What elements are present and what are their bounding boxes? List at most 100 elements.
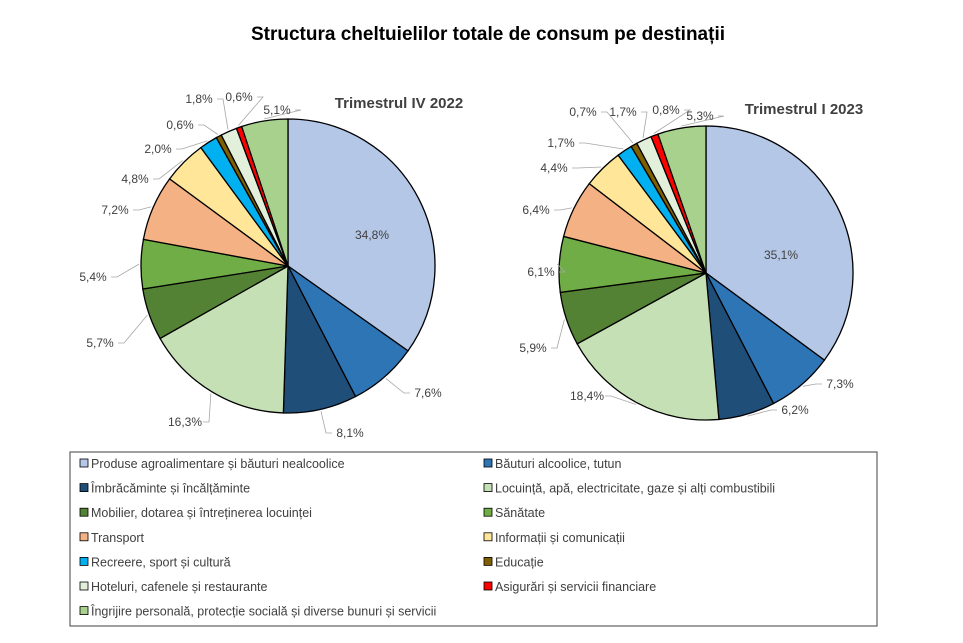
pie-slice-produse-agroalimentare-si-bauturi-nealco: [705, 125, 854, 362]
chart-title: Structura cheltuielilor totale de consum…: [251, 24, 725, 45]
legend-label: Locuință, apă, electricitate, gaze și al…: [495, 482, 775, 496]
data-label-imbracaminte-si-incaltaminte: 8,1%: [336, 426, 364, 440]
legend-label: Hoteluri, cafenele și restaurante: [91, 580, 268, 594]
legend-swatch: [79, 557, 89, 566]
leader-line-transport: [133, 206, 152, 211]
slices-q1-2023: [558, 125, 854, 421]
data-label-produse-agroalimentare-si-bauturi-nealco: 34,8%: [355, 228, 389, 242]
legend-swatch: [483, 458, 493, 468]
leader-line-recreere-sport-si-cultura: [579, 142, 624, 150]
data-label-recreere-sport-si-cultura: 2,0%: [144, 142, 172, 156]
legend-label: Sănătate: [495, 506, 545, 520]
legend-swatch: [79, 458, 89, 468]
legend-label: Transport: [91, 531, 145, 545]
legend-item-mobilier-dotarea-si-intretinerea-locuint: Mobilier, dotarea și întreținerea locuin…: [79, 506, 312, 520]
data-label-mobilier-dotarea-si-intretinerea-locuint: 5,7%: [86, 336, 114, 350]
legend-item-informatii-si-comunicatii: Informații și comunicații: [483, 531, 625, 545]
legend-swatch: [79, 581, 89, 591]
legend-swatch: [483, 507, 493, 517]
leader-line-bauturi-alcoolice-tutun: [385, 378, 410, 394]
leader-line-bauturi-alcoolice-tutun: [802, 383, 822, 387]
pie-chart-q1-2023: Trimestrul I 2023 35,1% 7,3% 6,2% 18,4% 5,9%…: [519, 101, 863, 421]
data-label-locuinta-apa-electricitate-gaze-si-alti-: 18,4%: [570, 389, 604, 403]
legend-label: Educație: [495, 555, 544, 569]
data-label-informatii-si-comunicatii: 4,4%: [540, 161, 568, 175]
leader-line-locuinta-apa-electricitate-gaze-si-alti-: [605, 395, 637, 405]
legend-swatch: [483, 483, 493, 493]
leader-line-hoteluri-cafenele-si-restaurante: [641, 111, 648, 139]
legend-swatch: [483, 557, 493, 566]
data-labels-q4-2022: 34,8% 7,6% 8,1% 16,3% 5,7% 5,4% 7,2% 4,8% 2,0% 0,…: [79, 90, 442, 440]
leader-line-imbracaminte-si-incaltaminte: [320, 411, 332, 434]
legend-item-educatie: Educație: [483, 555, 544, 569]
legend-item-sanatate: Sănătate: [483, 506, 545, 520]
data-labels-q1-2023: 35,1% 7,3% 6,2% 18,4% 5,9% 6,1% 6,4% 4,4% 1,7% 0,…: [519, 103, 854, 417]
legend-swatch: [79, 507, 89, 517]
legend: Produse agroalimentare și băuturi nealco…: [69, 451, 878, 627]
pie-slice-produse-agroalimentare-si-bauturi-nealco: [287, 118, 436, 352]
data-label-sanatate: 5,4%: [79, 270, 107, 284]
pie-slice-ingrijire-personala-protectie-sociala-si: [657, 125, 707, 274]
data-label-ingrijire-personala-protectie-sociala-si: 5,3%: [686, 109, 714, 123]
pie-slice-ingrijire-personala-protectie-sociala-si: [240, 118, 289, 267]
leader-line-informatii-si-comunicatii: [572, 166, 602, 169]
leader-lines-q1-2023: [551, 109, 822, 417]
legend-label: Mobilier, dotarea și întreținerea locuin…: [91, 506, 312, 520]
leader-line-mobilier-dotarea-si-intretinerea-locuint: [551, 319, 565, 349]
leader-line-hoteluri-cafenele-si-restaurante: [217, 98, 229, 130]
data-label-bauturi-alcoolice-tutun: 7,3%: [826, 377, 854, 391]
legend-item-recreere-sport-si-cultura: Recreere, sport și cultură: [79, 555, 231, 569]
leader-line-asigurari-si-servicii-financiare: [238, 96, 264, 126]
data-label-asigurari-si-servicii-financiare: 0,8%: [652, 103, 680, 117]
leader-line-educatie: [601, 111, 634, 144]
legend-item-produse-agroalimentare-si-bauturi-nealco: Produse agroalimentare și băuturi nealco…: [79, 457, 345, 471]
legend-item-transport: Transport: [79, 531, 145, 545]
data-label-produse-agroalimentare-si-bauturi-nealco: 35,1%: [764, 248, 798, 262]
data-label-sanatate: 6,1%: [527, 265, 555, 279]
legend-item-hoteluri-cafenele-si-restaurante: Hoteluri, cafenele și restaurante: [79, 580, 268, 594]
legend-box: [69, 451, 878, 627]
legend-label: Informații și comunicații: [495, 531, 625, 545]
data-label-hoteluri-cafenele-si-restaurante: 1,7%: [609, 105, 637, 119]
data-label-locuinta-apa-electricitate-gaze-si-alti-: 16,3%: [168, 415, 202, 429]
data-label-transport: 6,4%: [522, 203, 550, 217]
pie-title-q4-2022: Trimestrul IV 2022: [335, 95, 463, 112]
leader-line-transport: [554, 207, 573, 211]
legend-swatch: [483, 532, 493, 542]
data-label-educatie: 0,7%: [569, 105, 597, 119]
data-label-mobilier-dotarea-si-intretinerea-locuint: 5,9%: [519, 341, 547, 355]
legend-label: Recreere, sport și cultură: [91, 555, 231, 569]
leader-line-sanatate: [557, 263, 566, 273]
legend-label: Produse agroalimentare și băuturi nealco…: [91, 457, 345, 471]
legend-swatch: [483, 581, 493, 591]
pie-slice-locuinta-apa-electricitate-gaze-si-alti-: [576, 271, 720, 421]
leader-line-locuinta-apa-electricitate-gaze-si-alti-: [203, 393, 212, 423]
data-label-informatii-si-comunicatii: 4,8%: [121, 172, 149, 186]
legend-swatch: [79, 483, 89, 493]
data-label-imbracaminte-si-incaltaminte: 6,2%: [781, 403, 809, 417]
leader-lines-q4-2022: [111, 96, 410, 434]
legend-label: Băuturi alcoolice, tutun: [495, 457, 622, 471]
pie-title-q1-2023: Trimestrul I 2023: [745, 101, 863, 118]
legend-item-bauturi-alcoolice-tutun: Băuturi alcoolice, tutun: [483, 457, 622, 471]
leader-line-ingrijire-personala-protectie-sociala-si: [681, 115, 725, 127]
leader-line-mobilier-dotarea-si-intretinerea-locuint: [118, 314, 148, 344]
pie-chart-q4-2022: Trimestrul IV 2022 34,8% 7,6% 8,1% 16,3% 5,7…: [79, 90, 463, 440]
legend-label: Îmbrăcăminte și încălțăminte: [90, 481, 250, 496]
legend-item-imbracaminte-si-incaltaminte: Îmbrăcăminte și încălțăminte: [79, 481, 250, 496]
leader-line-sanatate: [111, 263, 140, 278]
legend-label: Asigurări și servicii financiare: [495, 580, 656, 594]
data-label-hoteluri-cafenele-si-restaurante: 1,8%: [185, 92, 213, 106]
legend-swatch: [79, 606, 89, 615]
data-label-educatie: 0,6%: [166, 118, 194, 132]
legend-item-ingrijire-personala-protectie-sociala-si: Îngrijire personală, protecție socială ș…: [79, 604, 436, 619]
legend-item-locuinta-apa-electricitate-gaze-si-alti-: Locuință, apă, electricitate, gaze și al…: [483, 482, 775, 496]
data-label-ingrijire-personala-protectie-sociala-si: 5,1%: [263, 103, 291, 117]
leader-line-ingrijire-personala-protectie-sociala-si: [264, 109, 302, 120]
legend-item-asigurari-si-servicii-financiare: Asigurări și servicii financiare: [483, 580, 656, 594]
leader-line-educatie: [198, 124, 219, 135]
slices-q4-2022: [140, 118, 436, 414]
data-label-transport: 7,2%: [101, 203, 129, 217]
leader-line-recreere-sport-si-cultura: [176, 140, 208, 150]
